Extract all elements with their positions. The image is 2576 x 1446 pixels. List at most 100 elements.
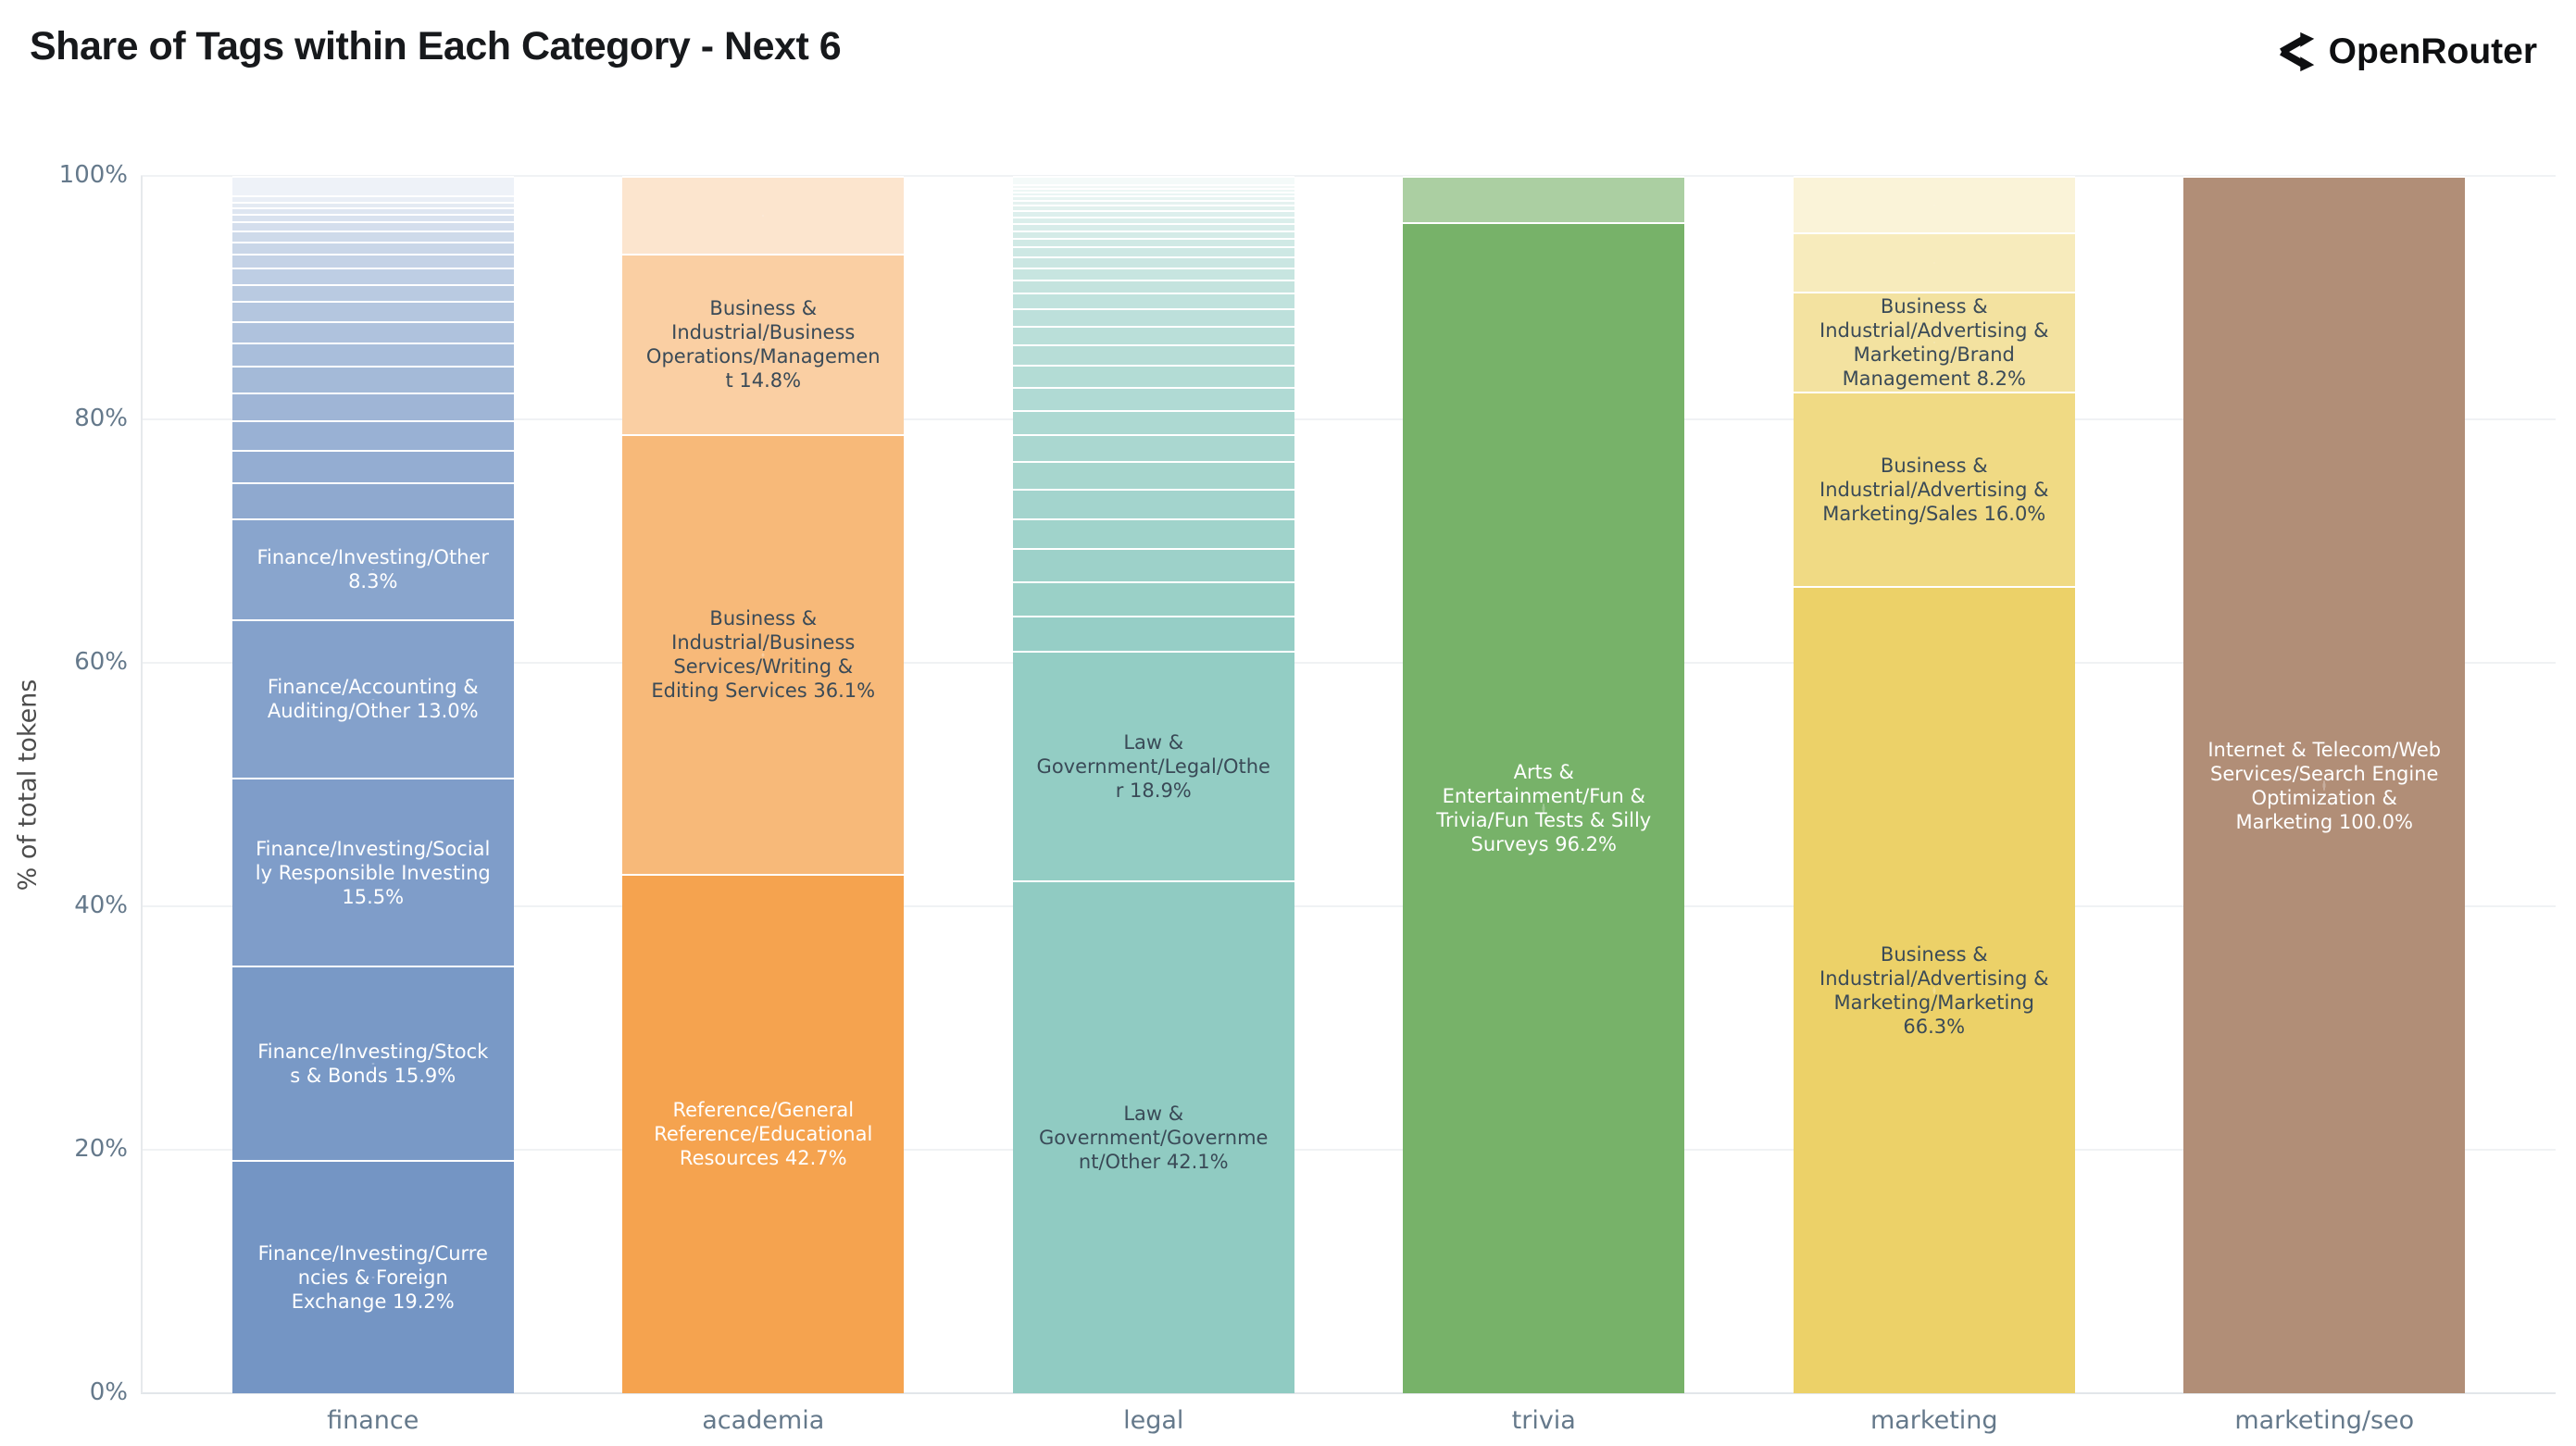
bar-segment[interactable] bbox=[231, 231, 514, 243]
bar-segment[interactable] bbox=[1012, 548, 1294, 581]
bar-segment-label: Law & Government/Legal/Other 18.9% bbox=[1036, 731, 1270, 803]
y-tick-label: 80% bbox=[74, 405, 128, 432]
bar-segment[interactable] bbox=[1012, 460, 1294, 489]
x-tick-label: trivia bbox=[1511, 1406, 1576, 1435]
bar-segment[interactable]: Finance/Investing/Currencies & Foreign E… bbox=[231, 1159, 514, 1393]
bar-segment[interactable] bbox=[1012, 293, 1294, 309]
bar-segment[interactable] bbox=[1012, 386, 1294, 410]
bar-segment[interactable] bbox=[231, 366, 514, 393]
bar-segment[interactable] bbox=[231, 283, 514, 301]
bar-segment[interactable] bbox=[1012, 325, 1294, 344]
gridline bbox=[141, 1392, 2556, 1394]
gridline bbox=[141, 662, 2556, 664]
bar-segment[interactable] bbox=[231, 268, 514, 284]
bar-segment[interactable] bbox=[231, 320, 514, 343]
y-tick-label: 20% bbox=[74, 1135, 128, 1163]
stacked-bar-finance: Finance/Investing/Currencies & Foreign E… bbox=[231, 176, 514, 1393]
bar-segment[interactable] bbox=[622, 176, 905, 255]
bar-segment[interactable] bbox=[1793, 176, 2075, 232]
bar-segment[interactable] bbox=[1012, 267, 1294, 280]
bar-segment[interactable] bbox=[1012, 580, 1294, 616]
y-tick-label: 60% bbox=[74, 648, 128, 676]
bar-segment[interactable] bbox=[231, 343, 514, 367]
bar-segment[interactable]: Business & Industrial/Advertising & Mark… bbox=[1793, 391, 2075, 587]
bar-segment[interactable] bbox=[231, 449, 514, 483]
y-tick-label: 100% bbox=[58, 161, 128, 189]
bar-segment[interactable] bbox=[231, 201, 514, 208]
bar-segment[interactable]: Finance/Accounting & Auditing/Other 13.0… bbox=[231, 618, 514, 778]
bar-segment[interactable]: Internet & Telecom/Web Services/Search E… bbox=[2183, 176, 2466, 1393]
bar-segment[interactable]: Arts & Entertainment/Fun & Trivia/Fun Te… bbox=[1403, 221, 1685, 1393]
bar-segment[interactable] bbox=[231, 221, 514, 231]
bar-segment-label: Business & Industrial/Business Services/… bbox=[651, 607, 876, 703]
bar-segment[interactable]: Law & Government/Legal/Other 18.9% bbox=[1012, 650, 1294, 881]
bar-segment[interactable] bbox=[231, 420, 514, 450]
bar-segment[interactable] bbox=[231, 176, 514, 196]
bar-segment[interactable]: Business & Industrial/Business Operation… bbox=[622, 254, 905, 434]
bar-segment[interactable] bbox=[1012, 187, 1294, 192]
bar-segment[interactable] bbox=[1012, 364, 1294, 387]
bar-segment-label: Finance/Investing/Stocks & Bonds 15.9% bbox=[257, 1040, 489, 1087]
bar-segment[interactable] bbox=[231, 207, 514, 214]
bar-segment[interactable] bbox=[1012, 433, 1294, 461]
bar-segment[interactable] bbox=[1012, 183, 1294, 188]
bar-segment[interactable] bbox=[231, 254, 514, 268]
bar-segment[interactable] bbox=[1012, 256, 1294, 268]
bar-slot-trivia: Arts & Entertainment/Fun & Trivia/Fun Te… bbox=[1349, 176, 1740, 1393]
bar-segment-label: Internet & Telecom/Web Services/Search E… bbox=[2207, 738, 2442, 833]
gridline bbox=[141, 905, 2556, 907]
bar-segment[interactable] bbox=[1793, 231, 2075, 292]
page-title: Share of Tags within Each Category - Nex… bbox=[30, 24, 842, 69]
bar-segment[interactable] bbox=[1012, 308, 1294, 326]
bar-segment[interactable] bbox=[1012, 222, 1294, 231]
y-axis-line bbox=[141, 176, 143, 1393]
x-tick-label: marketing/seo bbox=[2234, 1406, 2415, 1435]
bar-segment[interactable]: Business & Industrial/Advertising & Mark… bbox=[1793, 291, 2075, 392]
bar-segment[interactable] bbox=[1012, 409, 1294, 434]
bar-segment[interactable] bbox=[1012, 195, 1294, 200]
bar-segment-label: Business & Industrial/Advertising & Mark… bbox=[1819, 294, 2049, 390]
bar-segment[interactable]: Law & Government/Government/Other 42.1% bbox=[1012, 880, 1294, 1393]
bar-slot-marketing-seo: Internet & Telecom/Web Services/Search E… bbox=[2130, 176, 2520, 1393]
bar-segment[interactable] bbox=[1012, 279, 1294, 293]
bar-segment-label: Arts & Entertainment/Fun & Trivia/Fun Te… bbox=[1436, 761, 1652, 856]
bar-segment-label: Reference/General Reference/Educational … bbox=[654, 1099, 873, 1170]
stacked-bar-academia: Reference/General Reference/Educational … bbox=[622, 176, 905, 1393]
bar-segment[interactable] bbox=[1012, 210, 1294, 217]
bar-segment[interactable]: Business & Industrial/Business Services/… bbox=[622, 433, 905, 874]
bar-segment[interactable] bbox=[1012, 176, 1294, 184]
bar-segment[interactable] bbox=[231, 300, 514, 321]
bar-segment[interactable]: Finance/Investing/Socially Responsible I… bbox=[231, 777, 514, 966]
bar-segment[interactable] bbox=[231, 482, 514, 518]
stacked-bar-legal: Law & Government/Government/Other 42.1% L… bbox=[1012, 176, 1294, 1393]
bar-segment[interactable] bbox=[1012, 199, 1294, 206]
bar-segment[interactable] bbox=[1012, 238, 1294, 247]
bar-segment[interactable]: Reference/General Reference/Educational … bbox=[622, 873, 905, 1393]
bar-segment[interactable]: Finance/Investing/Other 8.3% bbox=[231, 517, 514, 619]
bar-segment[interactable] bbox=[1012, 246, 1294, 256]
bar-segment[interactable] bbox=[1012, 615, 1294, 651]
bar-segment[interactable] bbox=[1012, 343, 1294, 365]
x-tick-label: marketing bbox=[1869, 1406, 1998, 1435]
bar-slot-finance: Finance/Investing/Currencies & Foreign E… bbox=[178, 176, 569, 1393]
bar-segment[interactable] bbox=[1403, 176, 1685, 222]
x-tick-label: academia bbox=[702, 1406, 825, 1435]
bar-segment[interactable] bbox=[1012, 216, 1294, 223]
bar-segment[interactable] bbox=[231, 195, 514, 202]
bar-segment[interactable] bbox=[1012, 230, 1294, 239]
bar-segment[interactable] bbox=[1012, 191, 1294, 196]
bar-segment[interactable] bbox=[1012, 489, 1294, 518]
bar-segment[interactable] bbox=[1012, 205, 1294, 210]
bar-segment[interactable] bbox=[231, 242, 514, 255]
bar-segment[interactable] bbox=[231, 393, 514, 421]
bar-segment[interactable]: Business & Industrial/Advertising & Mark… bbox=[1793, 586, 2075, 1393]
bar-segment[interactable] bbox=[1012, 517, 1294, 549]
bar-slot-academia: Reference/General Reference/Educational … bbox=[569, 176, 959, 1393]
bar-segment[interactable] bbox=[231, 213, 514, 222]
stacked-bar-marketing-seo: Internet & Telecom/Web Services/Search E… bbox=[2183, 176, 2466, 1393]
openrouter-brand[interactable]: OpenRouter bbox=[2275, 31, 2537, 72]
bar-segment[interactable]: Finance/Investing/Stocks & Bonds 15.9% bbox=[231, 966, 514, 1160]
bar-slot-marketing: Business & Industrial/Advertising & Mark… bbox=[1739, 176, 2130, 1393]
gridline bbox=[141, 175, 2556, 177]
